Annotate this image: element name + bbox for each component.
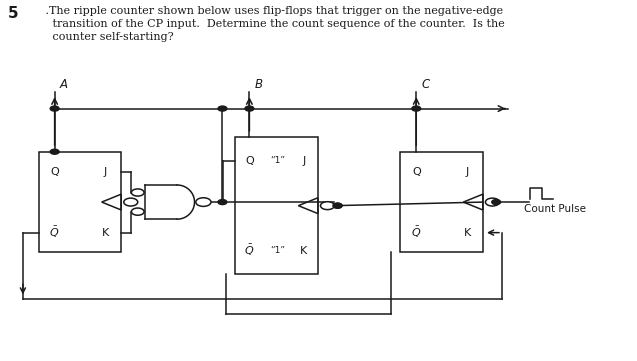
Text: 5: 5 [8,6,19,21]
Circle shape [412,106,420,111]
Circle shape [218,200,227,205]
Circle shape [333,203,342,208]
Text: Q: Q [412,166,420,177]
Text: J: J [104,166,107,177]
Text: Count Pulse: Count Pulse [524,204,586,214]
Circle shape [50,149,59,154]
Text: J: J [466,166,469,177]
Circle shape [131,189,144,196]
Text: K: K [463,228,471,238]
Circle shape [50,106,59,111]
Text: $\bar{Q}$: $\bar{Q}$ [50,225,60,240]
Text: Q: Q [245,156,254,166]
Bar [401,152,483,252]
Text: $\bar{Q}$: $\bar{Q}$ [244,243,255,258]
Circle shape [124,198,138,206]
Text: “1”: “1” [271,156,285,165]
Text: J: J [303,156,306,166]
Text: Q: Q [50,166,59,177]
Circle shape [196,198,211,206]
Circle shape [333,203,342,208]
Bar [236,137,318,274]
Text: “1”: “1” [271,246,285,255]
Bar [39,152,121,252]
Circle shape [245,106,254,111]
Circle shape [492,200,501,205]
Circle shape [131,208,144,215]
Circle shape [320,202,334,210]
Text: C: C [421,78,429,91]
Text: K: K [102,228,109,238]
Circle shape [218,106,227,111]
Text: A: A [60,78,68,91]
Text: B: B [254,78,262,91]
Text: $\bar{Q}$: $\bar{Q}$ [411,225,422,240]
Circle shape [485,198,499,206]
Text: .The ripple counter shown below uses flip-flops that trigger on the negative-edg: .The ripple counter shown below uses fli… [42,6,505,43]
Text: K: K [300,245,308,256]
